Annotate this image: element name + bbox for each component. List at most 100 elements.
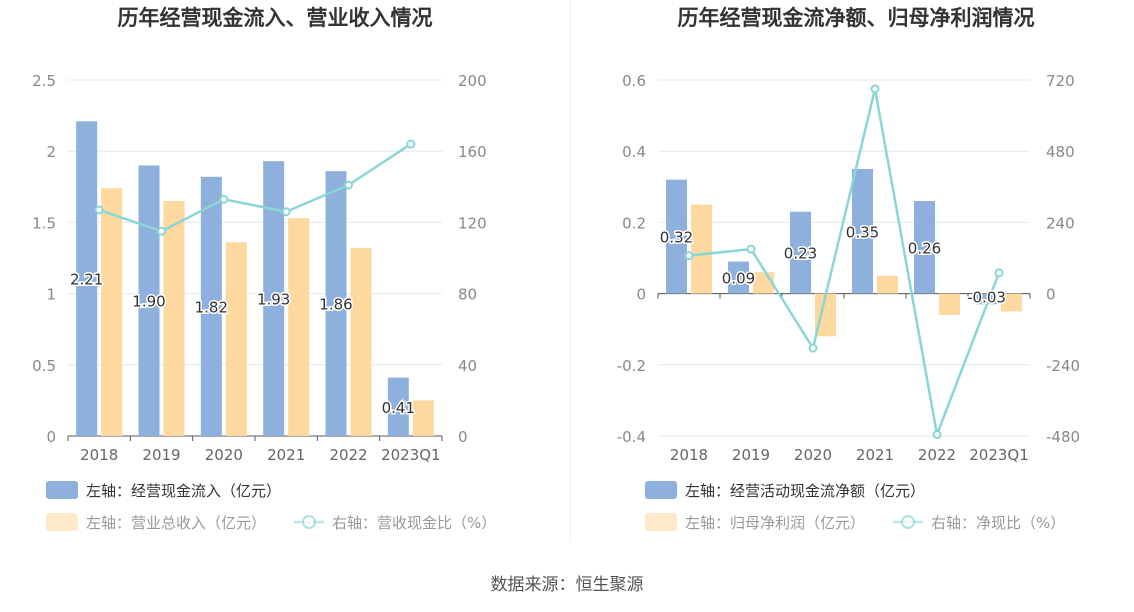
y-right-tick-label: 160 bbox=[458, 143, 487, 161]
legend-swatch bbox=[645, 481, 677, 499]
y-left-tick-label: 0.6 bbox=[622, 72, 646, 90]
line-point bbox=[808, 343, 818, 353]
bar bbox=[412, 400, 434, 436]
bar bbox=[914, 201, 935, 294]
bar-data-label: 1.86 bbox=[319, 296, 352, 314]
bar bbox=[101, 188, 123, 436]
bar bbox=[939, 293, 960, 315]
y-right-tick-label: 40 bbox=[458, 357, 477, 375]
bar bbox=[76, 121, 98, 437]
bar bbox=[976, 293, 997, 305]
bar-data-label: 0.26 bbox=[908, 239, 941, 257]
x-tick-label: 2023Q1 bbox=[381, 446, 441, 464]
bar-data-label: 1.82 bbox=[195, 298, 228, 316]
line-point bbox=[684, 251, 694, 261]
line-point bbox=[870, 84, 880, 94]
bar bbox=[815, 293, 836, 337]
y-left-tick-label: 2.5 bbox=[32, 72, 56, 90]
y-left-tick-label: 0 bbox=[636, 286, 646, 304]
bar bbox=[1001, 293, 1022, 312]
y-right-tick-label: 120 bbox=[458, 214, 487, 232]
bar bbox=[790, 211, 811, 294]
line-point bbox=[994, 268, 1004, 278]
y-left-tick-label: 1.5 bbox=[32, 214, 56, 232]
y-right-tick-label: 0 bbox=[1046, 286, 1056, 304]
bar-data-label: 1.90 bbox=[132, 293, 165, 311]
bar bbox=[691, 204, 712, 294]
chart-title: 历年经营现金流入、营业收入情况 bbox=[118, 6, 433, 30]
series-line bbox=[98, 143, 412, 233]
line-point bbox=[94, 205, 104, 215]
bar-data-label: 0.35 bbox=[846, 223, 879, 241]
line-point bbox=[344, 180, 353, 190]
legend-line-marker bbox=[901, 515, 915, 529]
bar bbox=[263, 161, 285, 436]
x-tick-label: 2022 bbox=[918, 446, 956, 464]
line-point bbox=[281, 207, 291, 217]
x-tick-label: 2018 bbox=[670, 446, 708, 464]
bar-data-label: 0.09 bbox=[722, 270, 755, 288]
source-note: 数据来源：恒生聚源 bbox=[490, 575, 644, 595]
bar bbox=[138, 165, 160, 436]
y-left-tick-label: 0.5 bbox=[32, 357, 56, 375]
bar bbox=[387, 377, 409, 436]
y-right-tick-label: 80 bbox=[458, 286, 477, 304]
x-tick-label: 2020 bbox=[205, 446, 243, 464]
y-left-tick-label: 0 bbox=[46, 428, 56, 446]
series-line bbox=[688, 88, 1001, 440]
bar bbox=[163, 201, 185, 436]
legend-swatch bbox=[46, 513, 78, 531]
legend-line-marker bbox=[302, 515, 316, 529]
bar bbox=[728, 261, 749, 294]
bar bbox=[852, 169, 873, 294]
line-point bbox=[746, 244, 756, 254]
x-tick-label: 2022 bbox=[329, 446, 367, 464]
bar-data-label: 0.41 bbox=[382, 399, 415, 417]
y-right-tick-label: 480 bbox=[1046, 143, 1075, 161]
bar-data-label: 2.21 bbox=[70, 271, 103, 289]
bar-data-label: -0.03 bbox=[967, 289, 1006, 307]
legend-label: 右轴：净现比（%） bbox=[931, 514, 1065, 532]
x-tick-label: 2020 bbox=[794, 446, 832, 464]
y-left-tick-label: 1 bbox=[46, 286, 56, 304]
y-right-tick-label: -240 bbox=[1046, 357, 1080, 375]
y-left-tick-label: 2 bbox=[46, 143, 56, 161]
legend-label: 左轴：归母净利润（亿元） bbox=[685, 514, 865, 532]
legend-label: 左轴：经营活动现金流净额（亿元） bbox=[685, 482, 925, 500]
bar bbox=[666, 179, 687, 294]
charts-canvas: 历年经营现金流入、营业收入情况 0 0 0.5 40 1 80 1.5 120 2 160 2.5 20… bbox=[32, 0, 1080, 542]
line-point bbox=[219, 194, 229, 204]
x-tick-label: 2021 bbox=[856, 446, 894, 464]
bar bbox=[350, 248, 372, 436]
y-right-tick-label: 200 bbox=[458, 72, 487, 90]
y-left-tick-label: 0.2 bbox=[622, 214, 646, 232]
y-right-tick-label: 720 bbox=[1046, 72, 1075, 90]
y-right-tick-label: 240 bbox=[1046, 214, 1075, 232]
y-right-tick-label: -480 bbox=[1046, 428, 1080, 446]
legend-swatch bbox=[46, 481, 78, 499]
bar bbox=[288, 218, 310, 436]
line-point bbox=[932, 430, 942, 440]
y-right-tick-label: 0 bbox=[458, 428, 468, 446]
legend-label: 左轴：经营现金流入（亿元） bbox=[86, 482, 281, 500]
y-left-tick-label: -0.4 bbox=[617, 428, 646, 446]
bar-data-label: 0.23 bbox=[784, 245, 817, 263]
x-tick-label: 2019 bbox=[732, 446, 770, 464]
legend-label: 左轴：营业总收入（亿元） bbox=[86, 514, 266, 532]
chart-title: 历年经营现金流净额、归母净利润情况 bbox=[678, 6, 1035, 30]
legend-swatch bbox=[645, 513, 677, 531]
x-tick-label: 2021 bbox=[267, 446, 305, 464]
legend-label: 右轴：营收现金比（%） bbox=[332, 514, 496, 532]
line-point bbox=[157, 226, 166, 236]
x-tick-label: 2023Q1 bbox=[969, 446, 1029, 464]
bar-data-label: 0.32 bbox=[660, 229, 693, 247]
y-left-tick-label: -0.2 bbox=[617, 357, 646, 375]
bar bbox=[325, 171, 347, 437]
bar bbox=[200, 176, 222, 436]
x-tick-label: 2019 bbox=[142, 446, 180, 464]
bar bbox=[225, 242, 247, 436]
bar-data-label: 1.93 bbox=[257, 291, 290, 309]
bar bbox=[877, 275, 898, 294]
line-point bbox=[406, 139, 416, 149]
